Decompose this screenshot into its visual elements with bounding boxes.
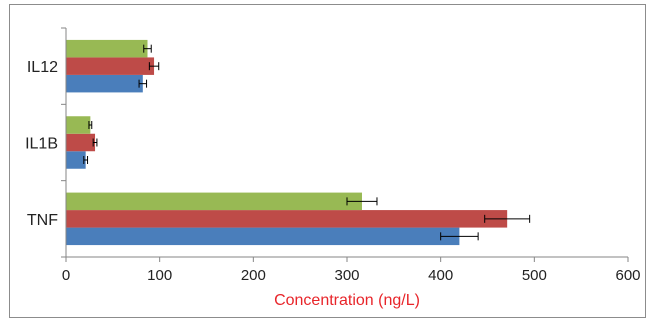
bar-tnf-series-1 bbox=[66, 227, 460, 246]
bar-il12-series-1 bbox=[66, 74, 143, 93]
x-tick-label: 400 bbox=[428, 267, 453, 284]
category-label-tnf: TNF bbox=[27, 212, 58, 229]
x-tick-label: 0 bbox=[62, 267, 70, 284]
x-tick-label: 200 bbox=[241, 267, 266, 284]
bar-il12-series-3 bbox=[66, 39, 148, 58]
bar-il1b-series-3 bbox=[66, 116, 91, 134]
x-tick-label: 600 bbox=[615, 267, 640, 284]
bars-layer bbox=[66, 39, 508, 246]
bar-tnf-series-3 bbox=[66, 192, 362, 211]
x-tick-label: 100 bbox=[147, 267, 172, 284]
axes-layer: IL12 IL1B TNF 0 100 200 300 400 500 600 bbox=[25, 27, 641, 284]
x-axis-title: Concentration (ng/L) bbox=[274, 292, 420, 309]
bar-il12-series-2 bbox=[66, 57, 155, 75]
x-tick-label: 500 bbox=[522, 267, 547, 284]
bar-il1b-series-1 bbox=[66, 151, 86, 169]
error-bars-layer bbox=[83, 44, 531, 241]
x-tick-label: 300 bbox=[334, 267, 359, 284]
bar-tnf-series-2 bbox=[66, 210, 508, 228]
category-label-il12: IL12 bbox=[27, 59, 58, 76]
bar-il1b-series-2 bbox=[66, 133, 96, 152]
category-label-il1b: IL1B bbox=[25, 136, 58, 153]
